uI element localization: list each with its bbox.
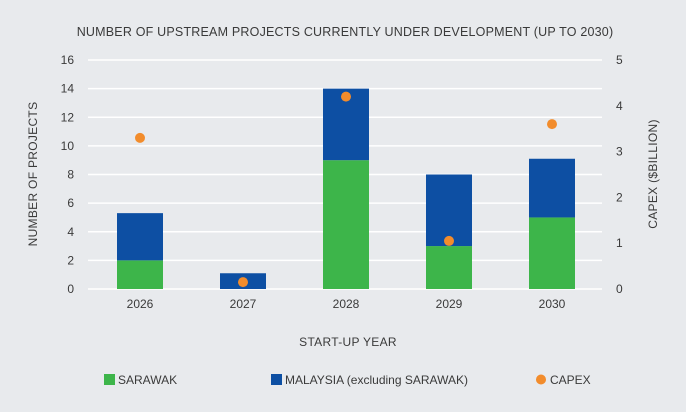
legend-label: MALAYSIA (excluding SARAWAK) xyxy=(285,373,468,387)
x-tick-label: 2028 xyxy=(333,297,360,311)
y-tick-label: 14 xyxy=(61,82,75,96)
x-tick-label: 2026 xyxy=(127,297,154,311)
y2-tick-label: 0 xyxy=(616,282,623,296)
legend-swatch xyxy=(536,374,546,385)
y-tick-label: 10 xyxy=(61,139,75,153)
legend: SARAWAK MALAYSIA (excluding SARAWAK) CAPEX xyxy=(104,373,591,387)
capex-point-2028 xyxy=(341,91,351,102)
bar-malaysia-2029 xyxy=(426,174,472,247)
y2-tick-label: 5 xyxy=(616,53,623,67)
bar-sarawak-2028 xyxy=(323,160,369,289)
capex-point-2030 xyxy=(547,119,557,130)
legend-swatch xyxy=(104,374,115,385)
legend-label: SARAWAK xyxy=(118,373,177,387)
bar-malaysia-2026 xyxy=(117,213,163,261)
bar-sarawak-2030 xyxy=(529,217,575,289)
y-tick-label: 0 xyxy=(67,282,74,296)
y2-tick-label: 3 xyxy=(616,145,623,159)
capex-point-2026 xyxy=(135,132,145,143)
y-tick-label: 6 xyxy=(67,196,74,210)
capex-points xyxy=(135,91,557,288)
capex-point-2029 xyxy=(444,235,454,246)
y-tick-label: 2 xyxy=(67,253,74,267)
y2-axis-ticks: 0 1 2 3 4 5 xyxy=(616,53,623,296)
chart-title: NUMBER OF UPSTREAM PROJECTS CURRENTLY UN… xyxy=(77,25,614,39)
y-axis-title: NUMBER OF PROJECTS xyxy=(26,102,40,247)
x-tick-label: 2027 xyxy=(230,297,257,311)
bars xyxy=(117,88,575,289)
legend-label: CAPEX xyxy=(550,373,591,387)
y-tick-label: 8 xyxy=(67,168,74,182)
x-tick-label: 2030 xyxy=(539,297,566,311)
y2-axis-title: CAPEX ($BILLION) xyxy=(646,119,660,229)
y2-tick-label: 2 xyxy=(616,190,623,204)
legend-swatch xyxy=(271,374,282,385)
y2-tick-label: 1 xyxy=(616,236,623,250)
y-axis-ticks: 0 2 4 6 8 10 12 14 16 xyxy=(61,53,75,296)
capex-point-2027 xyxy=(238,277,248,288)
x-axis-ticks: 2026 2027 2028 2029 2030 xyxy=(127,297,566,311)
y-tick-label: 12 xyxy=(61,110,75,124)
y-tick-label: 4 xyxy=(67,225,74,239)
x-tick-label: 2029 xyxy=(436,297,463,311)
bar-sarawak-2026 xyxy=(117,260,163,289)
bar-sarawak-2029 xyxy=(426,246,472,289)
y2-tick-label: 4 xyxy=(616,99,623,113)
y-tick-label: 16 xyxy=(61,53,75,67)
x-axis-title: START-UP YEAR xyxy=(299,335,397,349)
bar-malaysia-2030 xyxy=(529,158,575,218)
